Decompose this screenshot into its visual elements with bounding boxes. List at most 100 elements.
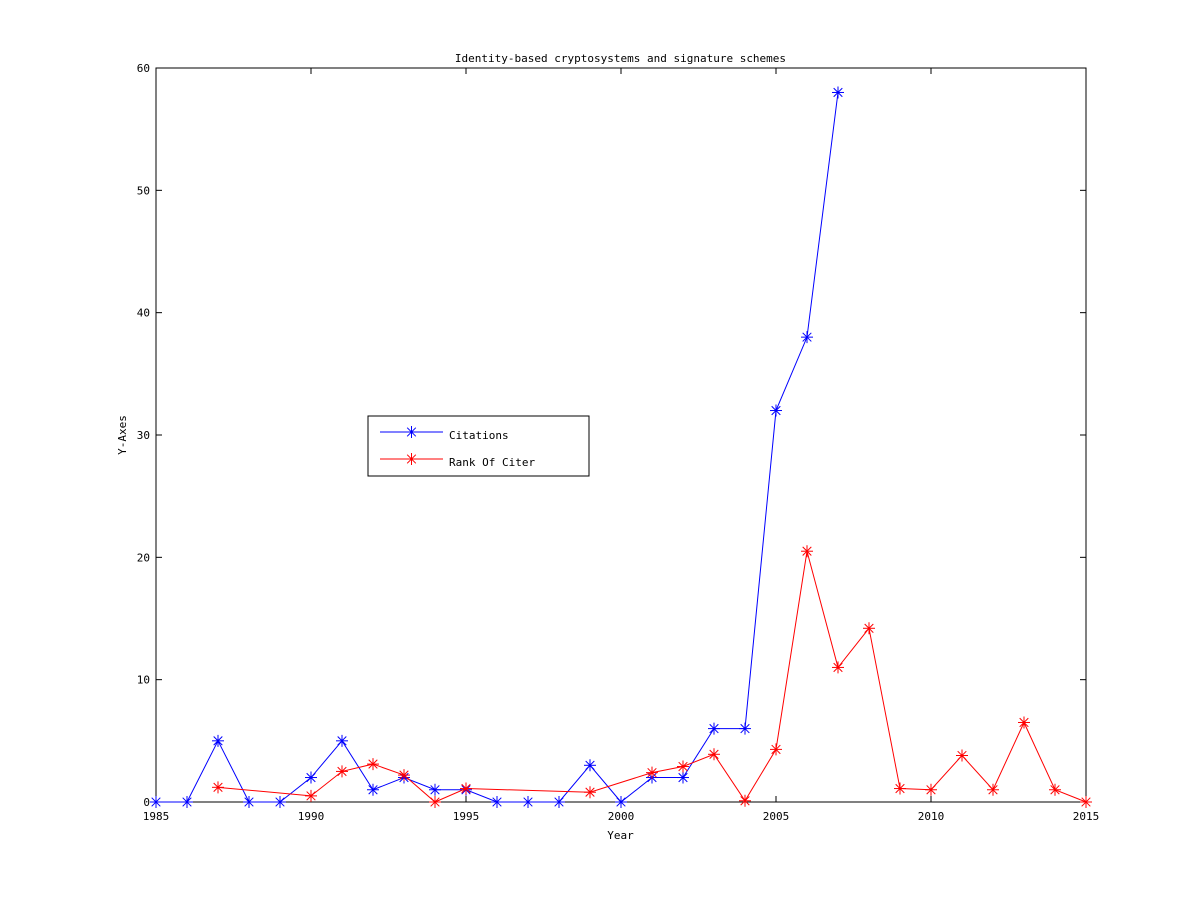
x-axis-label: Year <box>607 829 634 842</box>
point-rank-of-citer-1995 <box>460 782 472 795</box>
legend: Citations Rank Of Citer <box>367 415 590 477</box>
chart-title: Identity-based cryptosystems and signatu… <box>455 52 786 65</box>
point-rank-of-citer-2014 <box>1049 783 1061 796</box>
legend-marker-rank-of-citer <box>405 453 418 465</box>
point-citations-1988 <box>243 796 255 808</box>
y-tick-label-20: 20 <box>137 551 150 564</box>
point-rank-of-citer-2007-stroke-3 <box>833 662 843 673</box>
point-rank-of-citer-2003 <box>708 748 720 761</box>
point-rank-of-citer-1999-stroke-3 <box>585 787 595 797</box>
legend-marker-citations-stroke-3 <box>406 427 417 437</box>
point-rank-of-citer-2010-stroke-3 <box>926 785 936 795</box>
point-citations-1996-stroke-3 <box>492 797 502 807</box>
point-rank-of-citer-2002 <box>677 760 689 773</box>
point-citations-1987-stroke-3 <box>213 736 223 746</box>
point-rank-of-citer-1994-stroke-3 <box>430 797 440 807</box>
point-rank-of-citer-2006-stroke-3 <box>802 546 812 556</box>
x-tick-label-1995: 1995 <box>453 810 480 823</box>
point-rank-of-citer-1995-stroke-3 <box>461 783 471 794</box>
point-citations-1997-stroke-3 <box>523 797 533 807</box>
point-citations-2005 <box>770 404 782 417</box>
point-citations-1999-stroke-3 <box>585 760 595 770</box>
point-rank-of-citer-1987 <box>212 781 224 794</box>
point-citations-1994 <box>429 783 441 796</box>
y-tick-label-40: 40 <box>137 307 150 320</box>
y-tick-label-0: 0 <box>143 796 150 809</box>
point-citations-2002-stroke-3 <box>678 772 688 783</box>
y-tick-label-30: 30 <box>137 429 150 442</box>
legend-box <box>367 415 590 477</box>
y-tick-label-60: 60 <box>137 62 150 75</box>
point-rank-of-citer-2009-stroke-3 <box>895 783 905 794</box>
point-citations-1988-stroke-3 <box>244 797 254 807</box>
point-rank-of-citer-2013-stroke-3 <box>1019 717 1029 728</box>
point-citations-2000-stroke-3 <box>616 797 626 807</box>
point-rank-of-citer-1999 <box>584 786 596 799</box>
point-rank-of-citer-1990 <box>305 789 317 802</box>
x-tick-label-1990: 1990 <box>298 810 325 823</box>
point-rank-of-citer-2013 <box>1018 716 1030 729</box>
point-citations-1989-stroke-3 <box>275 797 285 807</box>
point-citations-1989 <box>274 796 286 808</box>
y-tick-label-50: 50 <box>137 184 150 197</box>
x-tick-label-2010: 2010 <box>918 810 945 823</box>
x-tick-label-2000: 2000 <box>608 810 635 823</box>
point-rank-of-citer-2015-stroke-3 <box>1081 797 1091 807</box>
point-rank-of-citer-2003-stroke-3 <box>709 749 719 759</box>
point-citations-1997 <box>522 796 534 808</box>
point-rank-of-citer-2014-stroke-3 <box>1050 785 1060 795</box>
point-rank-of-citer-1992 <box>367 758 379 771</box>
point-rank-of-citer-2007 <box>832 661 844 674</box>
point-citations-2007 <box>832 86 844 99</box>
x-tick-label-2005: 2005 <box>763 810 790 823</box>
y-axis-label: Y-Axes <box>116 415 129 455</box>
point-rank-of-citer-1991 <box>336 765 348 778</box>
point-rank-of-citer-1987-stroke-3 <box>213 782 223 792</box>
point-citations-2006 <box>801 331 813 344</box>
point-rank-of-citer-1991-stroke-3 <box>337 766 347 777</box>
point-citations-1986-stroke-3 <box>182 797 192 807</box>
point-rank-of-citer-1993 <box>398 769 410 782</box>
point-citations-1985-stroke-3 <box>151 797 161 807</box>
point-rank-of-citer-2010 <box>925 783 937 796</box>
point-citations-1987 <box>212 734 224 747</box>
plot-frame <box>155 67 1087 803</box>
point-citations-2003 <box>708 722 720 735</box>
legend-marker-citations <box>405 426 418 438</box>
point-rank-of-citer-2004 <box>739 794 751 807</box>
point-citations-2006-stroke-3 <box>802 332 812 342</box>
point-rank-of-citer-2011 <box>956 749 968 762</box>
point-citations-1991-stroke-3 <box>337 736 347 746</box>
point-rank-of-citer-2006 <box>801 545 813 558</box>
series-layer <box>150 86 1092 808</box>
point-rank-of-citer-2008 <box>863 622 875 635</box>
legend-marker-rank-of-citer-stroke-3 <box>406 454 417 464</box>
point-rank-of-citer-2011-stroke-3 <box>957 750 967 761</box>
point-citations-1996 <box>491 796 503 808</box>
point-rank-of-citer-2001 <box>646 766 658 779</box>
point-rank-of-citer-2005-stroke-3 <box>771 744 781 755</box>
ticks-layer: 1985 1990 1995 2000 2005 2010 2015 0 10 20 30 40 50 6… <box>137 62 1100 823</box>
point-citations-1994-stroke-3 <box>430 785 440 795</box>
point-citations-1998-stroke-3 <box>554 797 564 807</box>
point-rank-of-citer-2004-stroke-3 <box>740 796 750 806</box>
point-rank-of-citer-2005 <box>770 743 782 756</box>
point-citations-2002 <box>677 771 689 784</box>
point-rank-of-citer-2012-stroke-3 <box>988 785 998 795</box>
point-citations-2004-stroke-3 <box>740 723 750 734</box>
point-citations-2003-stroke-3 <box>709 723 719 734</box>
point-rank-of-citer-2002-stroke-3 <box>678 761 688 772</box>
point-rank-of-citer-1993-stroke-3 <box>399 770 409 780</box>
point-rank-of-citer-1990-stroke-3 <box>306 791 316 801</box>
point-rank-of-citer-2009 <box>894 782 906 795</box>
point-citations-1990-stroke-3 <box>306 772 316 783</box>
x-tick-label-1985: 1985 <box>143 810 170 823</box>
point-citations-2004 <box>739 722 751 735</box>
point-citations-1999 <box>584 759 596 772</box>
x-tick-label-2015: 2015 <box>1073 810 1100 823</box>
point-citations-1998 <box>553 796 565 808</box>
point-rank-of-citer-1992-stroke-3 <box>368 759 378 769</box>
point-citations-1991 <box>336 734 348 747</box>
point-citations-2000 <box>615 796 627 808</box>
